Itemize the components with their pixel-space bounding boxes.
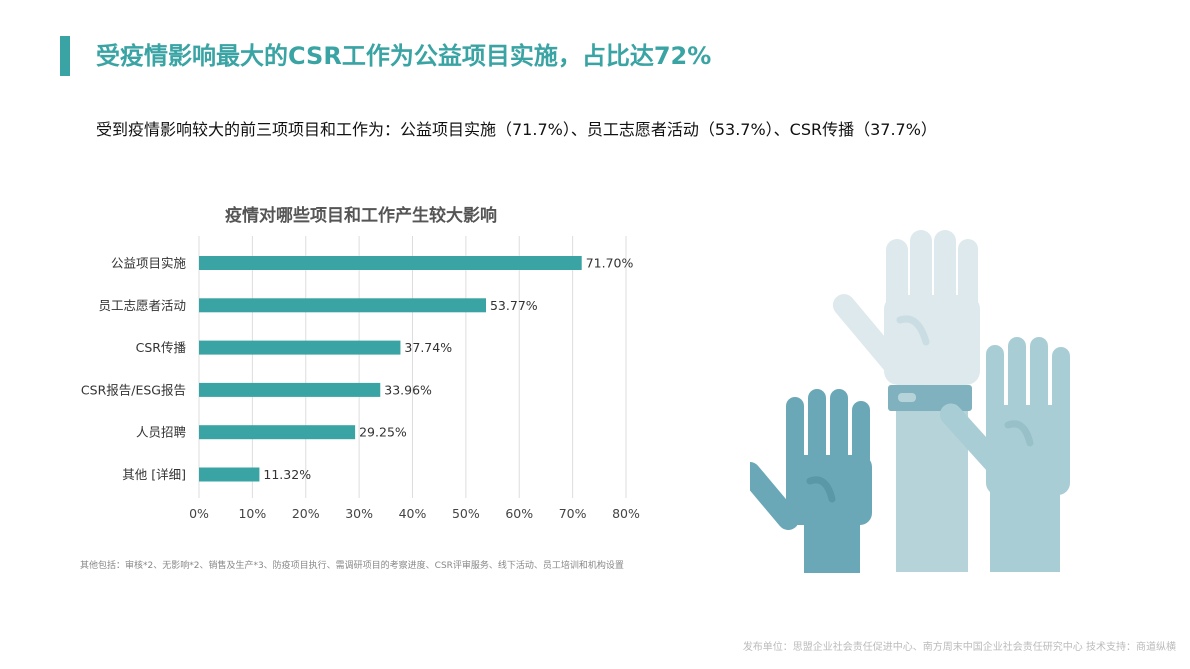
page-subtitle: 受到疫情影响较大的前三项项目和工作为：公益项目实施（71.7%）、员工志愿者活动…	[96, 120, 937, 139]
chart-footnote: 其他包括：审核*2、无影响*2、销售及生产*3、防疫项目执行、需调研项目的考察进…	[80, 561, 624, 571]
bar	[199, 340, 401, 355]
bar	[199, 298, 486, 313]
bar	[199, 425, 356, 440]
category-label: 员工志愿者活动	[98, 298, 186, 313]
x-tick-label: 60%	[505, 506, 533, 521]
category-label: 公益项目实施	[111, 256, 187, 271]
x-tick-label: 80%	[612, 506, 640, 521]
bar	[199, 467, 260, 482]
bar-value-label: 71.70%	[586, 256, 634, 271]
chart-title: 疫情对哪些项目和工作产生较大影响	[225, 205, 497, 226]
x-tick-label: 40%	[399, 506, 427, 521]
bar-value-label: 11.32%	[263, 467, 311, 482]
raised-hands-illustration	[750, 230, 1070, 573]
left-hand-icon	[750, 389, 872, 573]
title-accent-bar	[60, 36, 70, 76]
pale-hand-icon	[832, 230, 980, 385]
x-tick-label: 50%	[452, 506, 480, 521]
bar-value-label: 33.96%	[384, 382, 432, 397]
category-label: CSR报告/ESG报告	[81, 382, 186, 397]
x-tick-label: 20%	[292, 506, 320, 521]
publisher-credit: 发布单位：思盟企业社会责任促进中心、南方周末中国企业社会责任研究中心 技术支持：…	[742, 642, 1176, 653]
bar	[199, 256, 582, 270]
bar-value-label: 37.74%	[404, 340, 452, 355]
page-title: 受疫情影响最大的CSR工作为公益项目实施，占比达72%	[96, 42, 712, 70]
category-label: CSR传播	[136, 340, 187, 355]
bar-value-label: 29.25%	[359, 425, 407, 440]
category-label: 其他 [详细]	[122, 467, 186, 482]
bar	[199, 382, 381, 397]
bar-chart: 疫情对哪些项目和工作产生较大影响 0% 10% 20% 30% 40% 50% 60% 70% 8…	[81, 205, 640, 521]
x-tick-label: 10%	[238, 506, 266, 521]
category-label: 人员招聘	[136, 425, 186, 440]
x-tick-label: 70%	[559, 506, 587, 521]
x-tick-label: 0%	[189, 506, 209, 521]
x-tick-label: 30%	[345, 506, 373, 521]
bar-value-label: 53.77%	[490, 298, 538, 313]
right-hand-icon	[939, 337, 1070, 572]
